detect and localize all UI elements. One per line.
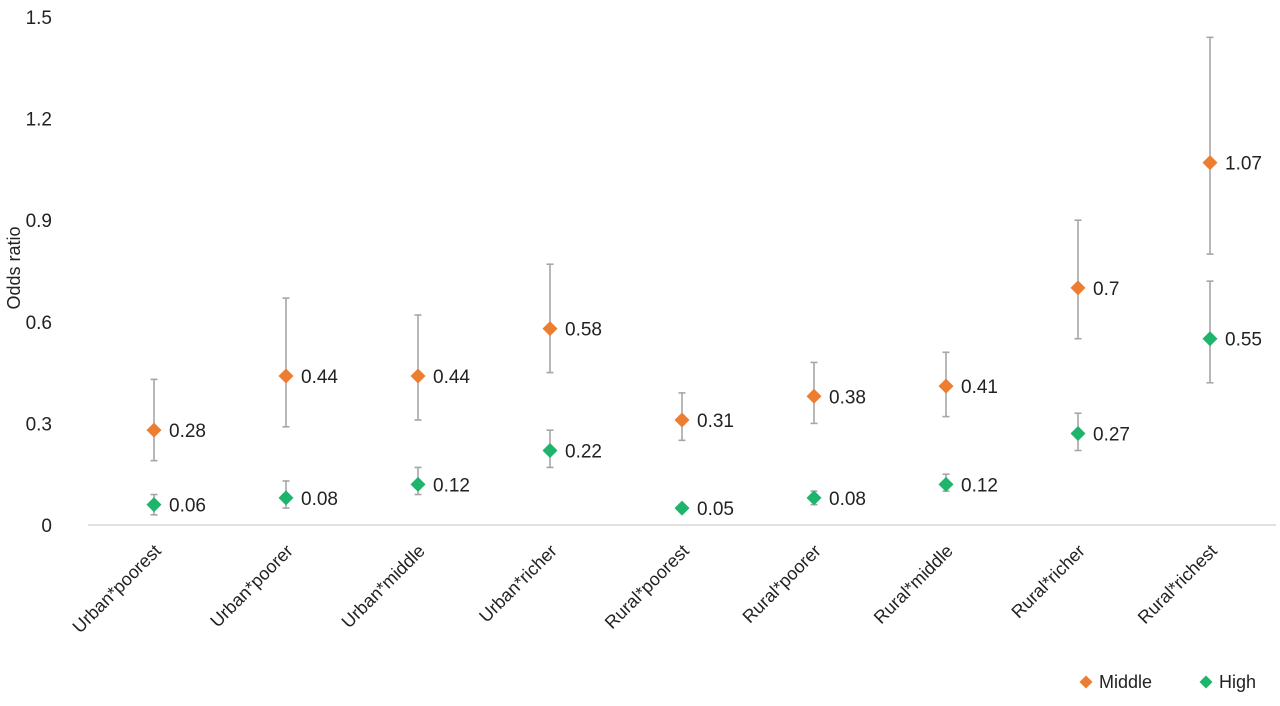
- data-point-high: [278, 490, 294, 506]
- data-label: 0.22: [565, 441, 602, 462]
- error-bars: [150, 36, 1214, 516]
- markers: [146, 155, 1218, 516]
- data-point-high: [1070, 426, 1086, 442]
- data-label: 0.05: [697, 499, 734, 520]
- data-point-high: [938, 476, 954, 492]
- data-point-middle: [542, 321, 558, 337]
- y-tick-label: 0: [41, 516, 52, 537]
- data-point-high: [410, 476, 426, 492]
- data-label: 0.27: [1093, 425, 1130, 446]
- data-label: 0.58: [565, 320, 602, 341]
- data-label: 1.07: [1225, 154, 1262, 175]
- x-tick-label: Urban*poorest: [69, 541, 165, 637]
- data-label: 0.44: [433, 367, 470, 388]
- data-label: 0.31: [697, 411, 734, 432]
- data-point-high: [146, 497, 162, 513]
- data-point-middle: [1202, 155, 1218, 171]
- data-point-high: [806, 490, 822, 506]
- y-tick-label: 0.6: [26, 313, 52, 334]
- x-tick-label: Rural*poorer: [739, 541, 825, 627]
- y-axis-title: Odds ratio: [4, 226, 24, 309]
- x-tick-label: Rural*poorest: [601, 541, 693, 633]
- data-point-high: [674, 500, 690, 516]
- x-tick-label: Rural*middle: [870, 541, 957, 628]
- data-label: 0.44: [301, 367, 338, 388]
- y-tick-label: 1.5: [26, 8, 52, 29]
- data-label: 0.55: [1225, 330, 1262, 351]
- data-point-middle: [938, 378, 954, 394]
- data-point-middle: [410, 368, 426, 384]
- x-tick-label: Urban*poorer: [206, 541, 297, 632]
- data-label: 0.06: [169, 496, 206, 517]
- data-label: 0.12: [433, 475, 470, 496]
- x-tick-label: Urban*richer: [475, 541, 561, 627]
- data-point-middle: [674, 412, 690, 428]
- y-tick-label: 0.9: [26, 211, 52, 232]
- data-point-high: [542, 442, 558, 458]
- y-tick-labels: 0 0.3 0.6 0.9 1.2 1.5: [26, 8, 52, 537]
- data-label: 0.38: [829, 387, 866, 408]
- y-tick-label: 1.2: [26, 110, 52, 131]
- x-tick-label: Rural*richer: [1007, 541, 1088, 622]
- data-point-middle: [278, 368, 294, 384]
- data-label: 0.41: [961, 377, 998, 398]
- legend-marker-high: [1199, 675, 1213, 689]
- legend-marker-middle: [1079, 675, 1093, 689]
- x-tick-label: Urban*middle: [338, 541, 429, 632]
- data-label: 0.08: [301, 489, 338, 510]
- data-point-high: [1202, 331, 1218, 347]
- legend-label-high: High: [1219, 672, 1256, 692]
- data-label: 0.28: [169, 421, 206, 442]
- legend-label-middle: Middle: [1099, 672, 1152, 692]
- data-point-middle: [806, 388, 822, 404]
- data-label: 0.7: [1093, 279, 1119, 300]
- y-tick-label: 0.3: [26, 414, 52, 435]
- data-labels: 0.28 0.44 0.44 0.58 0.31 0.38 0.41 0.7 1.07 0.06 0…: [169, 154, 1262, 520]
- x-tick-label: Rural*richest: [1134, 541, 1221, 628]
- data-label: 0.12: [961, 475, 998, 496]
- data-point-middle: [1070, 280, 1086, 296]
- data-point-middle: [146, 422, 162, 438]
- data-label: 0.08: [829, 489, 866, 510]
- legend: Middle High: [1079, 672, 1256, 692]
- x-tick-labels: Urban*poorest Urban*poorer Urban*middle Urb…: [69, 541, 1221, 637]
